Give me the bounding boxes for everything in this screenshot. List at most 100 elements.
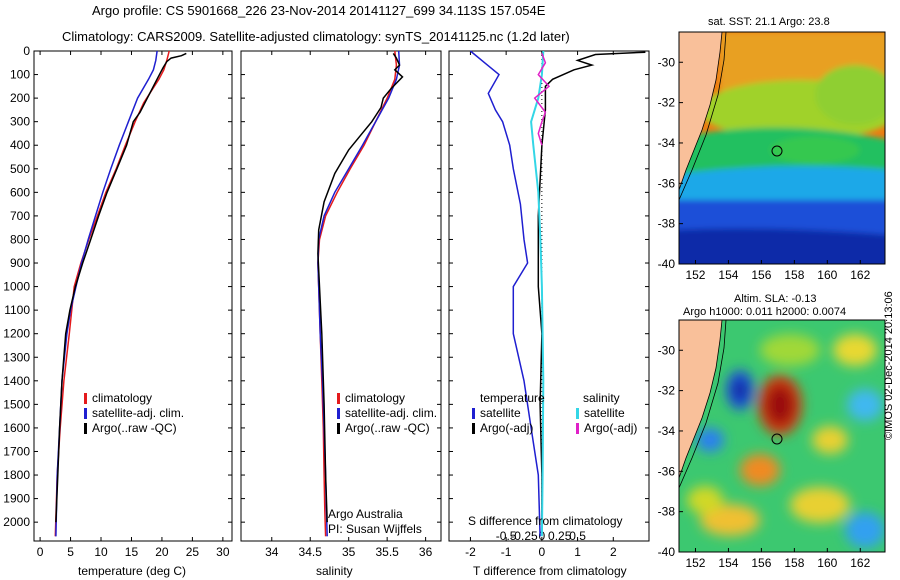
sst-map-frame [678, 31, 886, 265]
series-line-satellite-adj-clim- [55, 50, 158, 537]
x-tick-label: 35.5 [375, 545, 399, 559]
sla-map [679, 320, 885, 552]
legend-argo: Argo(..raw -QC) [84, 421, 177, 435]
series-line-climatology [317, 50, 398, 537]
y-tick-label: 1900 [3, 492, 30, 506]
y-tick-label: -40 [658, 545, 676, 559]
series-line-satellite-adj-clim- [317, 50, 401, 537]
x-tick-label: 160 [817, 268, 837, 282]
y-tick-label: -40 [658, 257, 676, 271]
y-tick-label: 1700 [3, 444, 30, 458]
x-tick-label: 25 [186, 545, 200, 559]
sst-map [679, 32, 885, 264]
x-tick-label: 0 [37, 545, 44, 559]
x-tick-label: 152 [685, 556, 705, 570]
y-tick-label: 400 [10, 138, 30, 152]
y-tick-label: 1500 [3, 397, 30, 411]
difference-xlabel: T difference from climatology [473, 564, 627, 578]
x-tick-label: 154 [718, 268, 738, 282]
y-tick-label: 0 [23, 44, 30, 58]
sla-map-axes: 152 154 156 158 160 162 -30 -32 -34 -36 -38 -40 [658, 343, 871, 570]
y-tick-label: -36 [658, 464, 676, 478]
series-line-salinity-argo-adj- [533, 53, 551, 146]
sla-map-title-1: Altim. SLA: -0.13 [734, 293, 817, 305]
x-tick-label: 160 [817, 556, 837, 570]
sla-map-title-2: Argo h1000: 0.011 h2000: 0.0074 [683, 306, 847, 318]
difference-top-xlabel: S difference from climatology [468, 514, 623, 528]
y-tick-label: 300 [10, 115, 30, 129]
s-tick-label: 0.25 [548, 529, 572, 543]
y-tick-label: 1200 [3, 327, 30, 341]
legend-s-argo: Argo(-adj) [576, 421, 637, 435]
x-tick-label: 20 [155, 545, 169, 559]
series-line-temperature-satellite [469, 50, 541, 537]
profile-charts: 0 5 10 15 20 25 300100200300400500600700800900… [3, 44, 650, 559]
x-tick-label: 5 [67, 545, 74, 559]
x-tick-label: 158 [784, 268, 804, 282]
sst-map-title: sat. SST: 21.1 Argo: 23.8 [708, 16, 830, 28]
series-line-climatology [54, 50, 170, 537]
y-tick-label: -36 [658, 176, 676, 190]
x-tick-label: 156 [751, 556, 771, 570]
plot-frame [240, 50, 442, 542]
y-tick-label: 1800 [3, 468, 30, 482]
y-tick-label: -32 [658, 96, 676, 110]
y-tick-label: -38 [658, 505, 676, 519]
x-tick-label: 0 [539, 545, 546, 559]
legend-s-satellite: satellite [576, 406, 625, 420]
y-tick-label: 1000 [3, 280, 30, 294]
y-tick-label: -30 [658, 55, 676, 69]
y-tick-label: -32 [658, 384, 676, 398]
maps: 152 154 156 158 160 162 -30 -32 -34 -36 -38 -40 152… [658, 31, 886, 570]
y-tick-label: 700 [10, 209, 30, 223]
s-tick-label: 0.5 [569, 529, 586, 543]
legend-salinity-heading: salinity [583, 391, 620, 405]
argo-position-marker [771, 433, 783, 445]
legend-climatology: climatology [337, 391, 405, 405]
x-tick-label: 34.5 [299, 545, 323, 559]
salinity-panel: 34 34.5 35 35.5 36 [240, 50, 442, 559]
plot-frame [448, 50, 650, 542]
series-line-salinity-satellite [530, 50, 545, 537]
sla-map-frame [678, 319, 886, 553]
x-tick-label: 10 [94, 545, 108, 559]
legend-climatology: climatology [84, 391, 152, 405]
y-tick-label: 100 [10, 68, 30, 82]
x-tick-label: -1 [501, 545, 512, 559]
s-tick-label: -0.5 [496, 529, 517, 543]
y-tick-label: 800 [10, 232, 30, 246]
y-tick-label: 1400 [3, 374, 30, 388]
x-tick-label: 152 [685, 268, 705, 282]
y-tick-label: -38 [658, 217, 676, 231]
series-line-argo-raw-qc- [317, 52, 404, 523]
salinity-xlabel: salinity [316, 564, 353, 578]
y-tick-label: -34 [658, 424, 676, 438]
y-tick-label: 1100 [4, 303, 30, 317]
x-tick-label: 154 [718, 556, 738, 570]
x-tick-label: 35 [342, 545, 356, 559]
legend-temperature-heading: temperature [480, 391, 545, 405]
y-tick-label: -34 [658, 136, 676, 150]
x-tick-label: 15 [125, 545, 139, 559]
x-tick-label: 1 [574, 545, 581, 559]
s-tick-label: -0.25 [510, 529, 538, 543]
x-tick-label: 162 [850, 268, 870, 282]
x-tick-label: 158 [784, 556, 804, 570]
x-tick-label: 30 [216, 545, 230, 559]
y-tick-label: 600 [10, 185, 30, 199]
y-tick-label: 900 [10, 256, 30, 270]
x-tick-label: 156 [751, 268, 771, 282]
y-tick-label: -30 [658, 343, 676, 357]
legend-t-argo: Argo(-adj) [472, 421, 533, 435]
y-tick-label: 200 [10, 91, 30, 105]
plot-frame [33, 50, 233, 542]
series-line-argo-raw-qc- [55, 52, 187, 523]
argo-position-marker [771, 145, 783, 157]
title-line-1: Argo profile: CS 5901668_226 23-Nov-2014… [92, 3, 546, 18]
temperature-panel: 0 5 10 15 20 25 300100200300400500600700800900… [3, 44, 233, 559]
legend-satellite: satellite-adj. clim. [337, 406, 437, 420]
legend-satellite: satellite-adj. clim. [84, 406, 184, 420]
credit-label: ©IMOS 02-Dec-2014 20:13:06 [883, 291, 895, 440]
x-tick-label: 2 [610, 545, 617, 559]
